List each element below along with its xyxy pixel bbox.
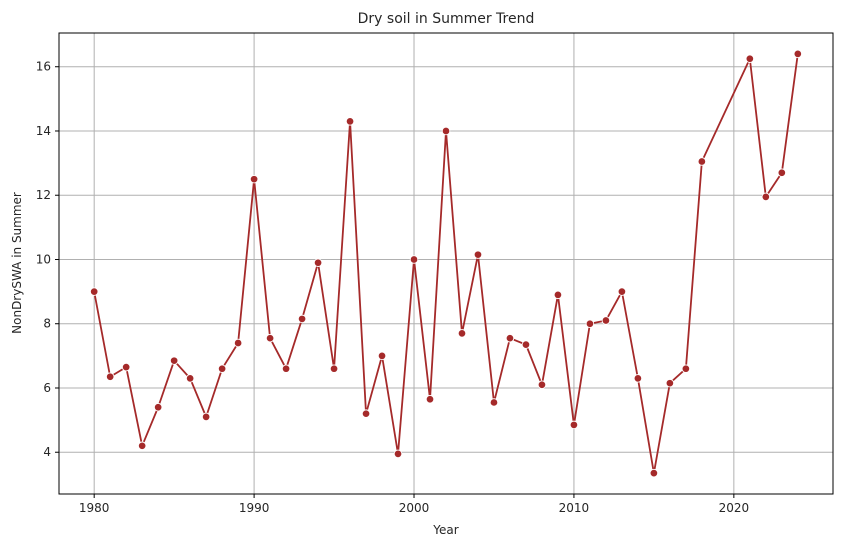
data-point (521, 340, 531, 349)
x-tick-label: 1990 (239, 501, 270, 515)
y-tick-label: 16 (36, 60, 51, 74)
y-tick-label: 8 (43, 317, 51, 331)
grid-lines (59, 33, 833, 494)
data-point (457, 329, 467, 338)
data-point (393, 449, 403, 459)
data-point (553, 290, 563, 300)
data-point (537, 380, 547, 390)
data-point (361, 409, 371, 418)
data-point (233, 338, 243, 348)
data-point (265, 333, 275, 343)
data-point (697, 157, 707, 166)
data-point (777, 168, 787, 177)
data-point (169, 356, 179, 365)
data-point (425, 394, 435, 404)
data-point (489, 398, 499, 407)
data-point (89, 287, 99, 296)
x-tick-label: 2010 (559, 501, 590, 515)
data-point (201, 412, 211, 422)
y-tick-label: 6 (43, 381, 51, 395)
data-points (89, 49, 803, 478)
data-point (681, 364, 691, 373)
data-point (473, 250, 483, 259)
data-point (345, 117, 355, 126)
data-point (601, 316, 611, 325)
data-point (377, 351, 387, 361)
data-point (505, 333, 515, 343)
data-point (793, 49, 803, 59)
chart-title: Dry soil in Summer Trend (358, 11, 535, 27)
data-point (153, 403, 163, 412)
data-point (441, 126, 451, 136)
data-point (761, 192, 771, 202)
data-point (617, 287, 627, 296)
y-tick-label: 4 (43, 445, 51, 459)
data-point (249, 174, 259, 184)
data-point (633, 374, 643, 383)
y-tick-label: 14 (36, 124, 51, 138)
x-tick-label: 2000 (399, 501, 430, 515)
data-point (297, 314, 307, 324)
data-point (105, 372, 115, 381)
data-point (313, 258, 323, 267)
data-point (281, 364, 291, 373)
data-point (649, 468, 659, 478)
y-axis-label: NonDrySWA in Summer (10, 192, 24, 334)
x-tick-label: 1980 (79, 501, 110, 515)
x-axis-label: Year (432, 523, 458, 537)
y-tick-label: 12 (36, 188, 51, 202)
data-point (409, 255, 419, 264)
plot-frame (58, 32, 834, 495)
data-point (137, 441, 147, 451)
data-point (121, 362, 131, 372)
data-point (745, 54, 755, 63)
y-tick-label: 10 (36, 252, 51, 266)
data-point (217, 364, 227, 373)
data-point (665, 378, 675, 388)
x-axis-ticks: 1980 1990 2000 2010 2020 (79, 494, 749, 515)
data-point (329, 364, 339, 373)
y-axis-ticks: 4 6 8 10 12 14 16 (36, 60, 59, 459)
data-point (569, 420, 579, 430)
data-point (585, 319, 595, 328)
data-point (185, 374, 195, 383)
x-tick-label: 2020 (719, 501, 750, 515)
